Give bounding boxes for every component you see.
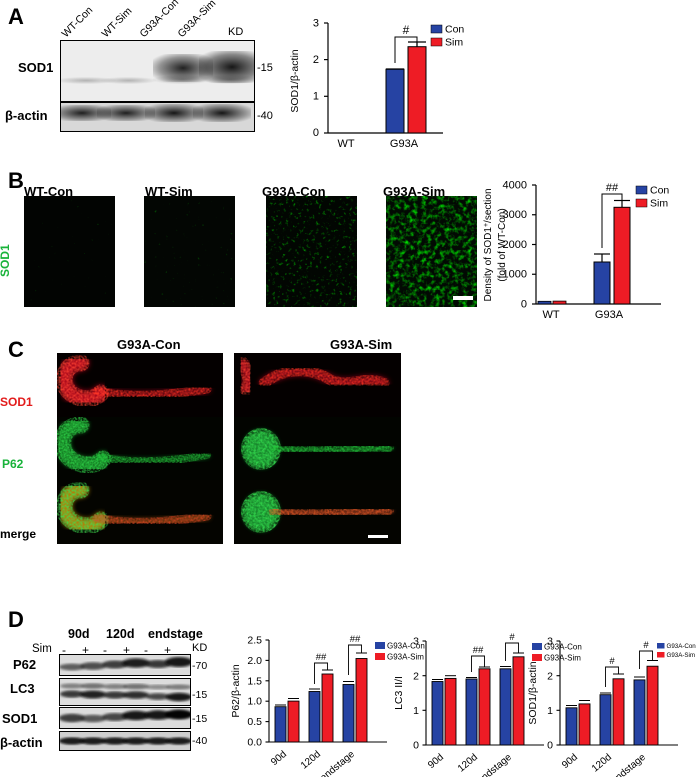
- svg-text:0: 0: [521, 299, 527, 311]
- svg-text:1: 1: [413, 705, 419, 717]
- svg-text:Con: Con: [650, 185, 669, 197]
- svg-text:#: #: [509, 632, 515, 643]
- svg-text:Sim: Sim: [445, 37, 463, 49]
- svg-text:1.0: 1.0: [247, 696, 262, 708]
- svg-text:#: #: [643, 640, 649, 651]
- svg-text:endstage: endstage: [318, 749, 357, 777]
- svg-text:4000: 4000: [503, 180, 527, 192]
- svg-text:Con: Con: [445, 24, 464, 36]
- svg-text:endstage: endstage: [475, 752, 514, 777]
- svg-text:3: 3: [547, 636, 553, 648]
- svg-text:2.0: 2.0: [247, 655, 262, 667]
- svg-text:3: 3: [413, 636, 419, 648]
- svg-text:LC3 II/I: LC3 II/I: [393, 676, 405, 710]
- svg-text:120d: 120d: [456, 752, 480, 775]
- svg-text:2: 2: [413, 670, 419, 682]
- svg-text:G93A-Sim: G93A-Sim: [667, 652, 696, 659]
- svg-text:##: ##: [606, 182, 619, 194]
- svg-text:0.0: 0.0: [247, 737, 262, 749]
- svg-text:2: 2: [313, 54, 319, 66]
- svg-text:G93A-Con: G93A-Con: [667, 643, 697, 650]
- svg-text:0: 0: [547, 740, 553, 752]
- svg-text:90d: 90d: [269, 749, 289, 768]
- svg-text:##: ##: [350, 634, 361, 645]
- svg-text:1: 1: [313, 91, 319, 103]
- svg-text:#: #: [609, 656, 615, 667]
- svg-text:1.5: 1.5: [247, 675, 262, 687]
- svg-text:(fold of WT-Con): (fold of WT-Con): [497, 208, 508, 281]
- svg-text:0: 0: [313, 127, 319, 139]
- svg-text:3: 3: [313, 18, 319, 30]
- svg-text:2.5: 2.5: [247, 635, 262, 647]
- svg-text:P62/β-actin: P62/β-actin: [230, 664, 242, 717]
- svg-text:120d: 120d: [590, 752, 614, 775]
- svg-text:SOD1/β-actin: SOD1/β-actin: [527, 661, 539, 724]
- svg-text:#: #: [403, 23, 410, 37]
- svg-text:G93A: G93A: [595, 309, 624, 321]
- svg-text:##: ##: [473, 645, 484, 656]
- svg-text:0.5: 0.5: [247, 716, 262, 728]
- svg-text:WT: WT: [337, 138, 354, 150]
- svg-text:G93A: G93A: [390, 138, 419, 150]
- svg-text:Sim: Sim: [650, 198, 668, 210]
- svg-text:endstage: endstage: [609, 752, 648, 777]
- svg-text:WT: WT: [542, 309, 559, 321]
- svg-text:90d: 90d: [560, 752, 580, 771]
- svg-text:1: 1: [547, 705, 553, 717]
- svg-text:90d: 90d: [426, 752, 446, 771]
- svg-text:##: ##: [316, 652, 327, 663]
- svg-text:0: 0: [413, 740, 419, 752]
- svg-text:2: 2: [547, 670, 553, 682]
- svg-text:120d: 120d: [299, 749, 323, 772]
- svg-text:Density of SOD1+/section: Density of SOD1+/section: [483, 188, 495, 301]
- svg-text:SOD1/β-actin: SOD1/β-actin: [289, 49, 301, 112]
